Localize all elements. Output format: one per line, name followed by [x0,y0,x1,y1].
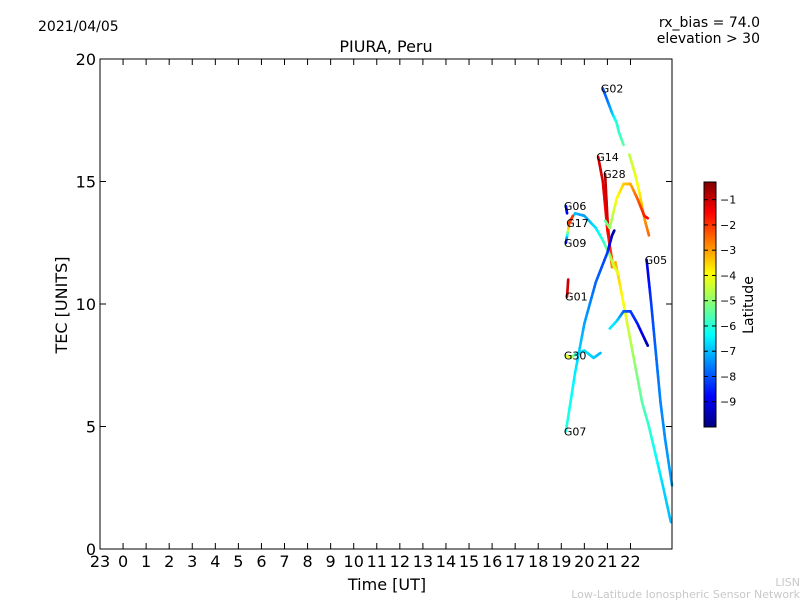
series-label-g07: G07 [564,425,587,438]
series-segment [668,516,673,524]
series-label-g09: G09 [564,237,587,250]
y-axis-ticks: 0 5 10 15 20 [76,50,672,559]
series-g09 [564,214,575,245]
colorbar: −9 −8 −7 −6 −5 −4 −3 −2 −1 Latitude [703,181,757,428]
x-tick-label: 21 [597,552,617,571]
series-label-g17: G17 [566,217,589,230]
x-tick-label: 7 [279,552,289,571]
chart-title: PIURA, Peru [339,37,432,56]
series-label-layer: G02 G14 G28 G06 G17 G09 G01 G05 G30 G07 [564,82,667,438]
colorbar-scale [703,181,717,428]
footer-lisn: LISN [775,576,800,589]
x-tick-label: 16 [482,552,502,571]
colorbar-tick-label: −4 [720,269,736,282]
series-label-g05: G05 [645,254,668,267]
y-tick-label: 10 [76,295,96,314]
x-tick-label: 10 [344,552,364,571]
x-tick-label: 14 [436,552,456,571]
x-tick-label: 18 [528,552,548,571]
x-axis-ticks: 23 0 1 2 3 4 5 6 7 8 9 10 11 12 13 14 15 16 17 18 19 20 21 22 [90,59,641,571]
x-tick-label: 22 [620,552,640,571]
x-tick-label: 0 [118,552,128,571]
colorbar-tick-label: −8 [720,370,736,383]
series-segment [621,141,625,147]
series-g02 [601,87,625,147]
x-tick-label: 1 [141,552,151,571]
x-tick-label: 17 [505,552,525,571]
x-tick-label: 19 [551,552,571,571]
series-segment [647,231,651,237]
series-layer [564,87,674,524]
series-g01 [565,278,570,298]
x-tick-label: 12 [390,552,410,571]
x-axis-label: Time [UT] [347,575,426,594]
colorbar-tick-label: −3 [720,244,736,257]
x-tick-label: 3 [187,552,197,571]
x-tick-label: 2 [164,552,174,571]
footer-network-name: Low-Latitude Ionospheric Sensor Network [571,588,800,600]
series-segment [598,351,602,355]
rx-bias-label: rx_bias = 74.0 [659,15,760,31]
colorbar-tick-label: −6 [720,320,736,333]
colorbar-ticks: −9 −8 −7 −6 −5 −4 −3 −2 −1 [704,194,736,409]
colorbar-label: Latitude [741,276,757,334]
colorbar-tick-label: −9 [720,396,736,409]
series-g17 [603,182,650,230]
series-g07 [608,310,650,347]
y-axis-label: TEC [UNITS] [52,257,71,355]
series-g07 [564,229,616,433]
colorbar-tick-label: −1 [720,194,736,207]
x-tick-label: 11 [367,552,387,571]
x-tick-label: 23 [90,552,110,571]
x-tick-label: 9 [326,552,336,571]
series-label-g06: G06 [564,200,587,213]
colorbar-tick-label: −5 [720,295,736,308]
y-tick-label: 5 [86,418,96,437]
series-label-g14: G14 [596,151,619,164]
series-g06 [564,204,569,215]
series-segment [617,272,621,276]
series-label-g28: G28 [603,168,626,181]
series-label-g01: G01 [565,291,588,304]
x-tick-label: 20 [574,552,594,571]
y-tick-label: 0 [86,540,96,559]
x-tick-label: 5 [233,552,243,571]
x-tick-label: 4 [210,552,220,571]
y-tick-label: 15 [76,173,96,192]
colorbar-tick-label: −2 [720,219,736,232]
x-tick-label: 15 [459,552,479,571]
series-label-g30: G30 [564,349,587,362]
date-label: 2021/04/05 [38,19,119,35]
series-label-g02: G02 [601,82,624,95]
x-tick-label: 6 [256,552,266,571]
y-tick-label: 20 [76,50,96,69]
elevation-label: elevation > 30 [657,31,760,47]
colorbar-tick-label: −7 [720,345,736,358]
x-tick-label: 13 [413,552,433,571]
x-tick-label: 8 [302,552,312,571]
